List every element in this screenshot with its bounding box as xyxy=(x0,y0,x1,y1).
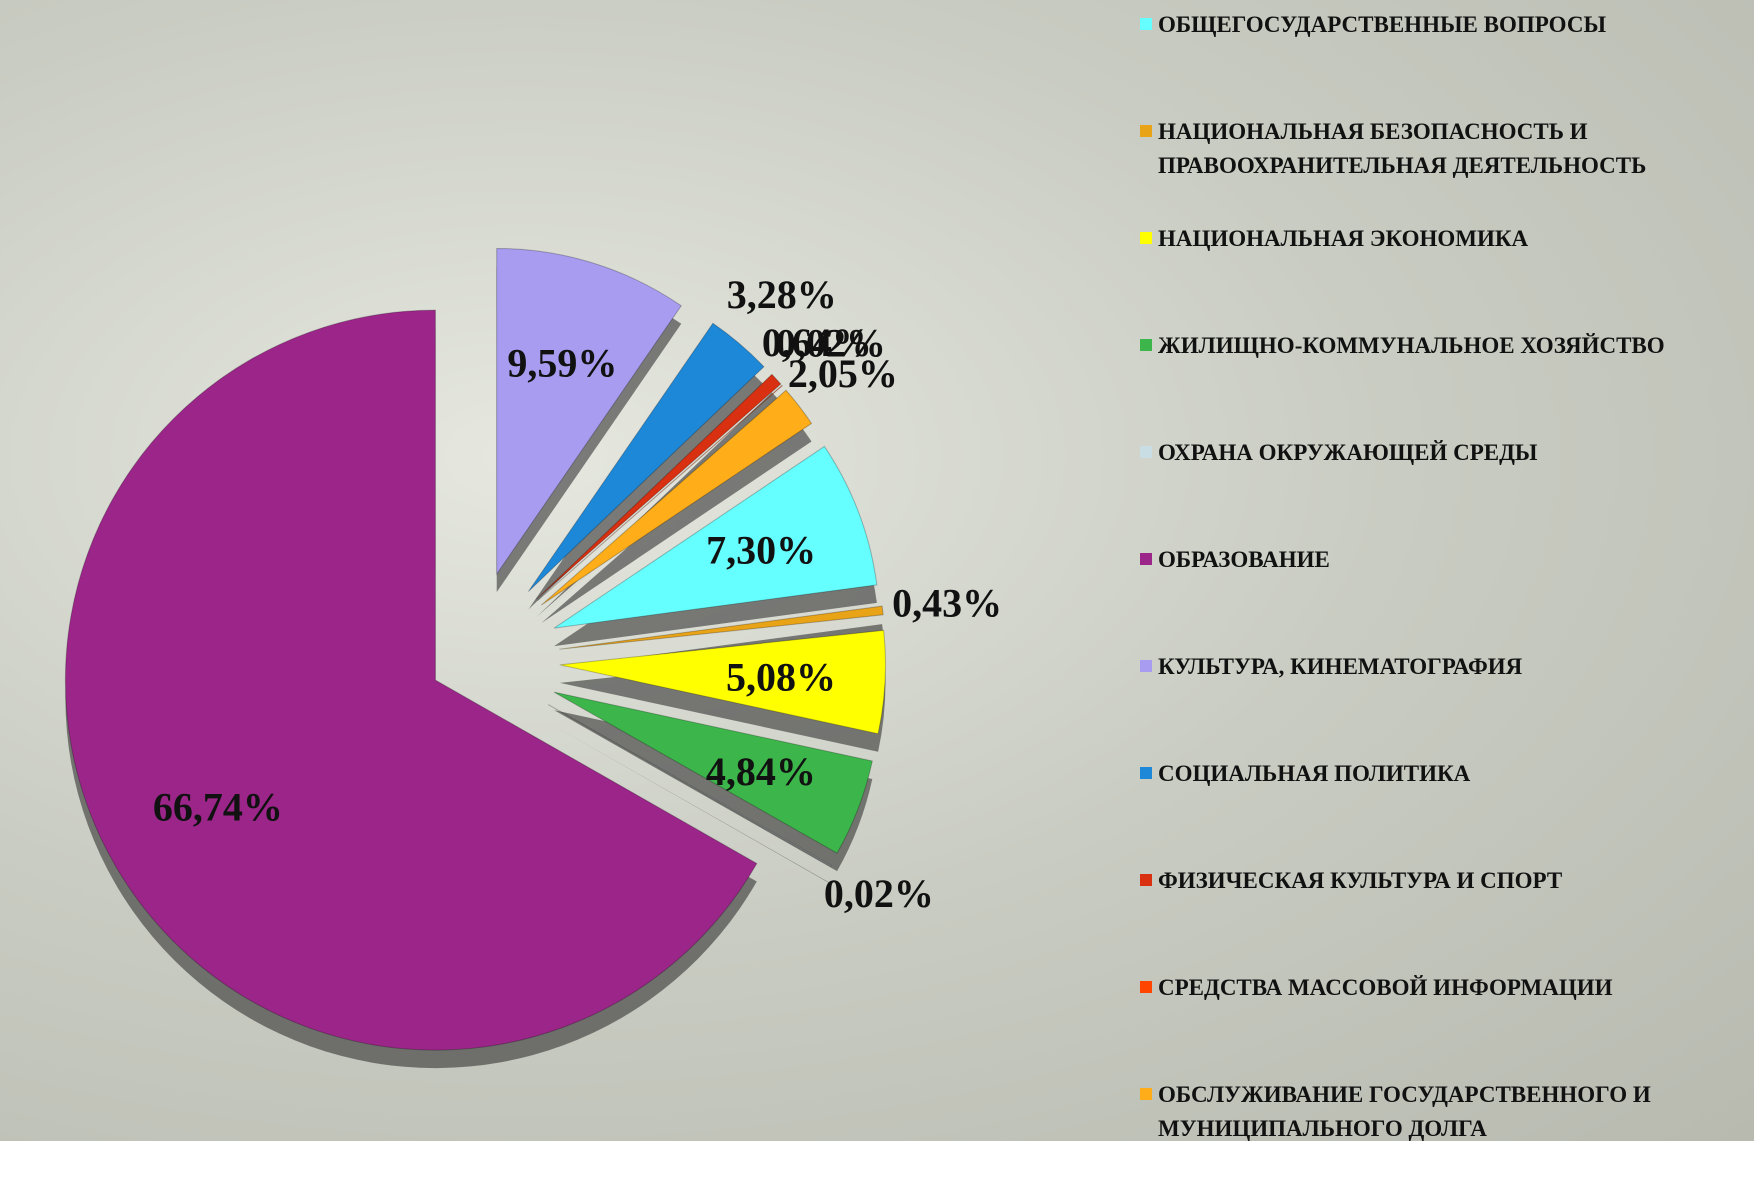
legend-swatch xyxy=(1140,981,1152,993)
legend-swatch xyxy=(1140,18,1152,30)
legend-item: СОЦИАЛЬНАЯ ПОЛИТИКА xyxy=(1140,757,1750,864)
legend-label: СРЕДСТВА МАССОВОЙ ИНФОРМАЦИИ xyxy=(1158,975,1613,1000)
legend-item: ОБЩЕГОСУДАРСТВЕННЫЕ ВОПРОСЫ xyxy=(1140,8,1750,115)
value-label: 5,08% xyxy=(726,655,836,700)
legend-label: ОБРАЗОВАНИЕ xyxy=(1158,547,1330,572)
legend-label: СОЦИАЛЬНАЯ ПОЛИТИКА xyxy=(1158,761,1470,786)
legend-item: НАЦИОНАЛЬНАЯ ЭКОНОМИКА xyxy=(1140,222,1750,329)
legend-swatch xyxy=(1140,553,1152,565)
legend-swatch xyxy=(1140,125,1152,137)
legend-item: НАЦИОНАЛЬНАЯ БЕЗОПАСНОСТЬ И ПРАВООХРАНИТ… xyxy=(1140,115,1750,222)
legend-label: ОХРАНА ОКРУЖАЮЩЕЙ СРЕДЫ xyxy=(1158,440,1538,465)
legend: ОБЩЕГОСУДАРСТВЕННЫЕ ВОПРОСЫ НАЦИОНАЛЬНАЯ … xyxy=(1140,8,1750,1185)
legend-label: НАЦИОНАЛЬНАЯ БЕЗОПАСНОСТЬ И ПРАВООХРАНИТ… xyxy=(1158,119,1646,178)
legend-swatch xyxy=(1140,874,1152,886)
legend-label: ЖИЛИЩНО-КОММУНАЛЬНОЕ ХОЗЯЙСТВО xyxy=(1158,333,1665,358)
value-label: 2,05% xyxy=(788,351,898,396)
legend-label: ФИЗИЧЕСКАЯ КУЛЬТУРА И СПОРТ xyxy=(1158,868,1562,893)
value-label: 66,74% xyxy=(153,784,283,829)
legend-item: ОБРАЗОВАНИЕ xyxy=(1140,543,1750,650)
slide: 7,30% 0,43% 5,08% 4,84% 0,02% 66,74% 9,59% 3,28… xyxy=(0,0,1754,1141)
legend-item: СРЕДСТВА МАССОВОЙ ИНФОРМАЦИИ xyxy=(1140,971,1750,1078)
legend-label: КУЛЬТУРА, КИНЕМАТОГРАФИЯ xyxy=(1158,654,1522,679)
legend-label: ОБЩЕГОСУДАРСТВЕННЫЕ ВОПРОСЫ xyxy=(1158,12,1606,37)
legend-swatch xyxy=(1140,232,1152,244)
legend-item: ОБСЛУЖИВАНИЕ ГОСУДАРСТВЕННОГО И МУНИЦИПА… xyxy=(1140,1078,1750,1185)
chart: 7,30% 0,43% 5,08% 4,84% 0,02% 66,74% 9,59% 3,28… xyxy=(0,0,1130,1141)
legend-item: КУЛЬТУРА, КИНЕМАТОГРАФИЯ xyxy=(1140,650,1750,757)
legend-label: ОБСЛУЖИВАНИЕ ГОСУДАРСТВЕННОГО И МУНИЦИПА… xyxy=(1158,1082,1651,1141)
value-label: 0,43% xyxy=(892,581,1002,626)
legend-item: ОХРАНА ОКРУЖАЮЩЕЙ СРЕДЫ xyxy=(1140,436,1750,543)
value-label: 4,84% xyxy=(706,749,816,794)
legend-swatch xyxy=(1140,446,1152,458)
value-label: 7,30% xyxy=(706,528,816,573)
legend-label: НАЦИОНАЛЬНАЯ ЭКОНОМИКА xyxy=(1158,226,1528,251)
legend-swatch xyxy=(1140,1088,1152,1100)
value-label: 9,59% xyxy=(507,341,617,386)
legend-item: ФИЗИЧЕСКАЯ КУЛЬТУРА И СПОРТ xyxy=(1140,864,1750,971)
legend-swatch xyxy=(1140,660,1152,672)
legend-item: ЖИЛИЩНО-КОММУНАЛЬНОЕ ХОЗЯЙСТВО xyxy=(1140,329,1750,436)
value-label: 0,02% xyxy=(824,871,934,916)
legend-swatch xyxy=(1140,767,1152,779)
value-label: 3,28% xyxy=(727,272,837,317)
legend-swatch xyxy=(1140,339,1152,351)
